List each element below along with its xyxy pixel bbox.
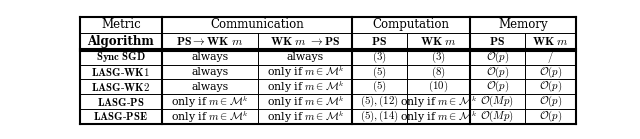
Text: $\mathcal{O}(p)$: $\mathcal{O}(p)$ [486,64,509,80]
Text: $\mathcal{O}(p)$: $\mathcal{O}(p)$ [539,79,562,94]
Text: $\mathcal{O}(Mp)$: $\mathcal{O}(Mp)$ [481,94,515,109]
Text: $(8)$: $(8)$ [431,64,446,80]
Text: $(5)$: $(5)$ [372,64,387,80]
Text: $\mathcal{O}(p)$: $\mathcal{O}(p)$ [539,94,562,109]
Text: Communication: Communication [210,18,304,31]
Text: $(5),(14)$: $(5),(14)$ [360,109,399,124]
Text: $\mathcal{O}(p)$: $\mathcal{O}(p)$ [539,64,562,80]
Text: always: always [191,67,228,77]
Text: always: always [191,82,228,92]
Text: only if $m\in\mathcal{M}^k$: only if $m\in\mathcal{M}^k$ [267,108,344,125]
Text: $/$: $/$ [547,49,554,65]
Text: only if $m\in\mathcal{M}^k$: only if $m\in\mathcal{M}^k$ [399,108,477,125]
Text: always: always [287,52,324,62]
Text: $\mathbf{WK}\ m$: $\mathbf{WK}\ m$ [532,35,569,48]
Text: $\mathbf{LASG\text{-}PSE}$: $\mathbf{LASG\text{-}PSE}$ [93,110,148,122]
Text: only if $m\in\mathcal{M}^k$: only if $m\in\mathcal{M}^k$ [267,64,344,80]
Text: Algorithm: Algorithm [88,35,154,48]
Text: always: always [191,52,228,62]
Text: $\mathbf{LASG\text{-}PS}$: $\mathbf{LASG\text{-}PS}$ [97,95,145,108]
Text: $(3)$: $(3)$ [431,50,446,65]
Text: only if $m\in\mathcal{M}^k$: only if $m\in\mathcal{M}^k$ [267,93,344,110]
Text: $\mathbf{WK}\ m$: $\mathbf{WK}\ m$ [420,35,457,48]
Text: $(10)$: $(10)$ [428,79,449,94]
Text: $\mathbf{PS{\to}WK}\ m$: $\mathbf{PS{\to}WK}\ m$ [176,35,244,48]
Text: $(5),(12)$: $(5),(12)$ [360,94,399,109]
Text: only if $m\in\mathcal{M}^k$: only if $m\in\mathcal{M}^k$ [399,93,477,110]
Text: $\mathbf{PS}$: $\mathbf{PS}$ [371,35,387,48]
Text: $\mathbf{Sync\ SGD}$: $\mathbf{Sync\ SGD}$ [96,50,146,64]
Text: only if $m\in\mathcal{M}^k$: only if $m\in\mathcal{M}^k$ [172,108,249,125]
Text: $\mathbf{LASG\text{-}WK1}$: $\mathbf{LASG\text{-}WK1}$ [92,66,150,78]
Text: $\mathbf{LASG\text{-}WK2}$: $\mathbf{LASG\text{-}WK2}$ [91,81,150,93]
Text: $\mathcal{O}(Mp)$: $\mathcal{O}(Mp)$ [481,109,515,124]
Text: only if $m\in\mathcal{M}^k$: only if $m\in\mathcal{M}^k$ [172,93,249,110]
Text: $\mathcal{O}(p)$: $\mathcal{O}(p)$ [539,109,562,124]
Text: $\mathbf{PS}$: $\mathbf{PS}$ [490,35,506,48]
Text: Memory: Memory [499,18,548,31]
Text: $(3)$: $(3)$ [372,50,387,65]
Text: Computation: Computation [372,18,450,31]
Text: only if $m\in\mathcal{M}^k$: only if $m\in\mathcal{M}^k$ [267,79,344,95]
Text: Metric: Metric [101,18,141,31]
Text: $\mathcal{O}(p)$: $\mathcal{O}(p)$ [486,79,509,94]
Text: $\mathcal{O}(p)$: $\mathcal{O}(p)$ [486,50,509,65]
Text: $\mathbf{WK}\ m\ \mathbf{{\to}PS}$: $\mathbf{WK}\ m\ \mathbf{{\to}PS}$ [270,35,340,48]
Text: $(5)$: $(5)$ [372,79,387,94]
